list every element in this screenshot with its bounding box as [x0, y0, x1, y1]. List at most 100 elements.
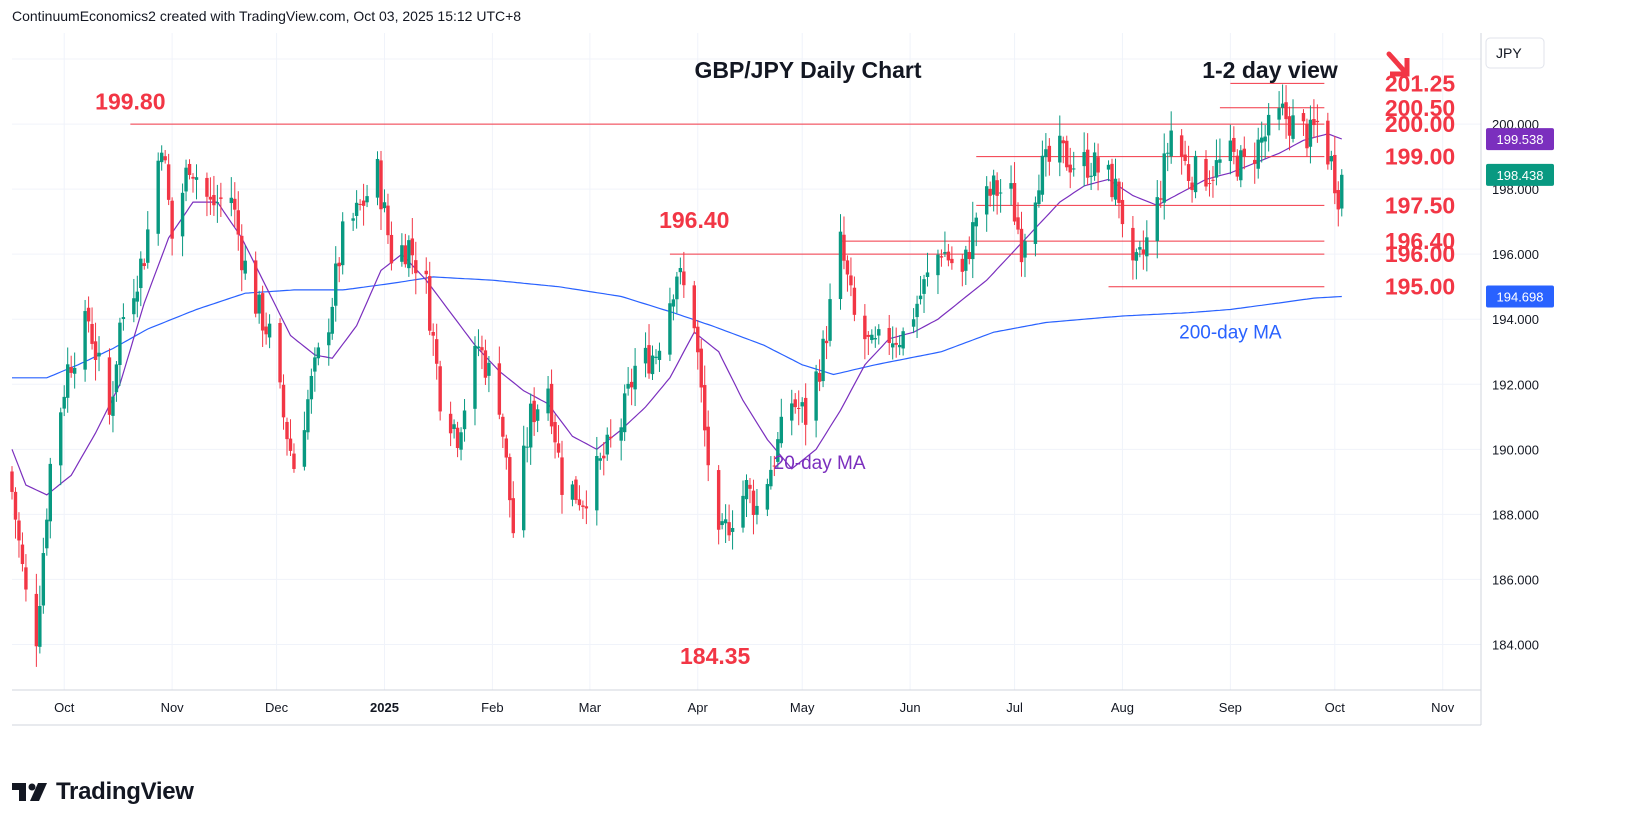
candle-body[interactable] [1009, 183, 1013, 189]
candle-body[interactable] [83, 311, 87, 370]
candle-body[interactable] [1113, 178, 1118, 200]
candle-body[interactable] [535, 409, 540, 421]
candle-body[interactable] [191, 176, 195, 179]
candle-body[interactable] [522, 445, 526, 531]
candle-body[interactable] [577, 499, 582, 506]
candle-body[interactable] [288, 438, 293, 451]
candle-body[interactable] [1186, 164, 1191, 181]
candle-body[interactable] [1016, 217, 1020, 230]
candle-body[interactable] [375, 158, 380, 198]
candle-body[interactable] [657, 350, 662, 360]
candle-body[interactable] [602, 455, 606, 459]
candle-body[interactable] [1301, 113, 1306, 122]
candle-body[interactable] [1239, 150, 1243, 181]
candle-body[interactable] [302, 430, 307, 467]
candle-body[interactable] [382, 202, 387, 209]
candle-body[interactable] [797, 407, 801, 409]
candle-body[interactable] [400, 245, 404, 262]
candle-body[interactable] [1326, 120, 1330, 165]
candle-body[interactable] [1117, 181, 1121, 203]
candle-body[interactable] [699, 348, 703, 388]
candle-body[interactable] [528, 403, 533, 448]
candle-body[interactable] [939, 256, 944, 258]
candle-body[interactable] [647, 345, 651, 374]
candle-body[interactable] [1134, 252, 1139, 261]
candle-body[interactable] [1047, 145, 1052, 162]
candle-body[interactable] [1085, 149, 1090, 178]
candle-body[interactable] [800, 402, 804, 407]
candle-body[interactable] [769, 469, 773, 487]
candle-body[interactable] [90, 323, 94, 344]
candle-body[interactable] [473, 345, 477, 409]
candle-body[interactable] [696, 326, 700, 353]
candle-body[interactable] [877, 329, 881, 336]
candle-body[interactable] [1277, 108, 1281, 120]
candle-body[interactable] [1040, 155, 1045, 195]
candle-body[interactable] [1190, 182, 1194, 191]
candle-body[interactable] [716, 470, 721, 530]
candle-body[interactable] [13, 491, 18, 520]
candle-body[interactable] [10, 471, 14, 492]
candle-body[interactable] [20, 544, 25, 565]
candle-body[interactable] [403, 245, 408, 265]
candle-body[interactable] [682, 271, 686, 286]
candle-body[interactable] [243, 260, 247, 274]
candle-body[interactable] [814, 371, 818, 421]
candle-body[interactable] [960, 258, 965, 272]
candle-body[interactable] [1305, 124, 1309, 149]
candle-body[interactable] [1162, 153, 1166, 203]
candle-body[interactable] [107, 357, 112, 415]
candle-body[interactable] [595, 456, 599, 511]
candle-body[interactable] [943, 252, 947, 254]
candle-body[interactable] [675, 276, 679, 300]
candle-body[interactable] [584, 506, 589, 509]
candle-body[interactable] [111, 396, 115, 416]
candle-body[interactable] [354, 202, 359, 216]
candle-body[interactable] [1253, 159, 1257, 164]
candle-body[interactable] [260, 293, 265, 331]
candle-body[interactable] [358, 203, 362, 205]
candle-body[interactable] [476, 346, 481, 349]
candle-body[interactable] [309, 375, 314, 400]
candle-body[interactable] [146, 229, 150, 263]
candle-body[interactable] [803, 397, 808, 425]
candle-body[interactable] [1138, 247, 1142, 250]
candle-body[interactable] [1218, 159, 1222, 163]
candle-body[interactable] [741, 495, 745, 528]
candle-body[interactable] [671, 299, 676, 307]
candle-body[interactable] [410, 238, 415, 256]
candle-body[interactable] [1242, 148, 1246, 157]
candle-body[interactable] [219, 197, 223, 199]
candle-body[interactable] [1312, 119, 1316, 126]
candle-body[interactable] [1082, 152, 1086, 167]
candle-body[interactable] [1058, 135, 1062, 163]
candle-body[interactable] [553, 422, 557, 443]
candle-body[interactable] [1333, 154, 1337, 194]
candle-body[interactable] [605, 434, 609, 455]
candle-body[interactable] [434, 339, 439, 364]
candle-body[interactable] [212, 195, 216, 206]
currency-label-box[interactable] [1485, 37, 1545, 69]
candle-body[interactable] [1214, 160, 1219, 178]
candle-body[interactable] [751, 490, 756, 515]
candle-body[interactable] [1287, 116, 1292, 136]
candle-body[interactable] [121, 317, 126, 320]
candle-body[interactable] [974, 217, 978, 227]
candle-body[interactable] [267, 323, 272, 338]
candle-body[interactable] [114, 364, 119, 393]
candle-body[interactable] [727, 522, 731, 536]
candle-body[interactable] [233, 198, 237, 210]
candle-body[interactable] [1120, 199, 1125, 225]
candle-body[interactable] [264, 326, 268, 335]
candle-body[interactable] [501, 416, 505, 437]
candle-body[interactable] [194, 177, 199, 180]
candle-body[interactable] [692, 285, 696, 329]
candle-body[interactable] [984, 186, 989, 215]
candle-body[interactable] [38, 605, 42, 647]
candle-body[interactable] [1096, 157, 1100, 173]
candle-body[interactable] [849, 275, 853, 286]
candle-body[interactable] [132, 298, 136, 315]
candle-body[interactable] [549, 383, 554, 427]
candle-body[interactable] [626, 383, 630, 389]
